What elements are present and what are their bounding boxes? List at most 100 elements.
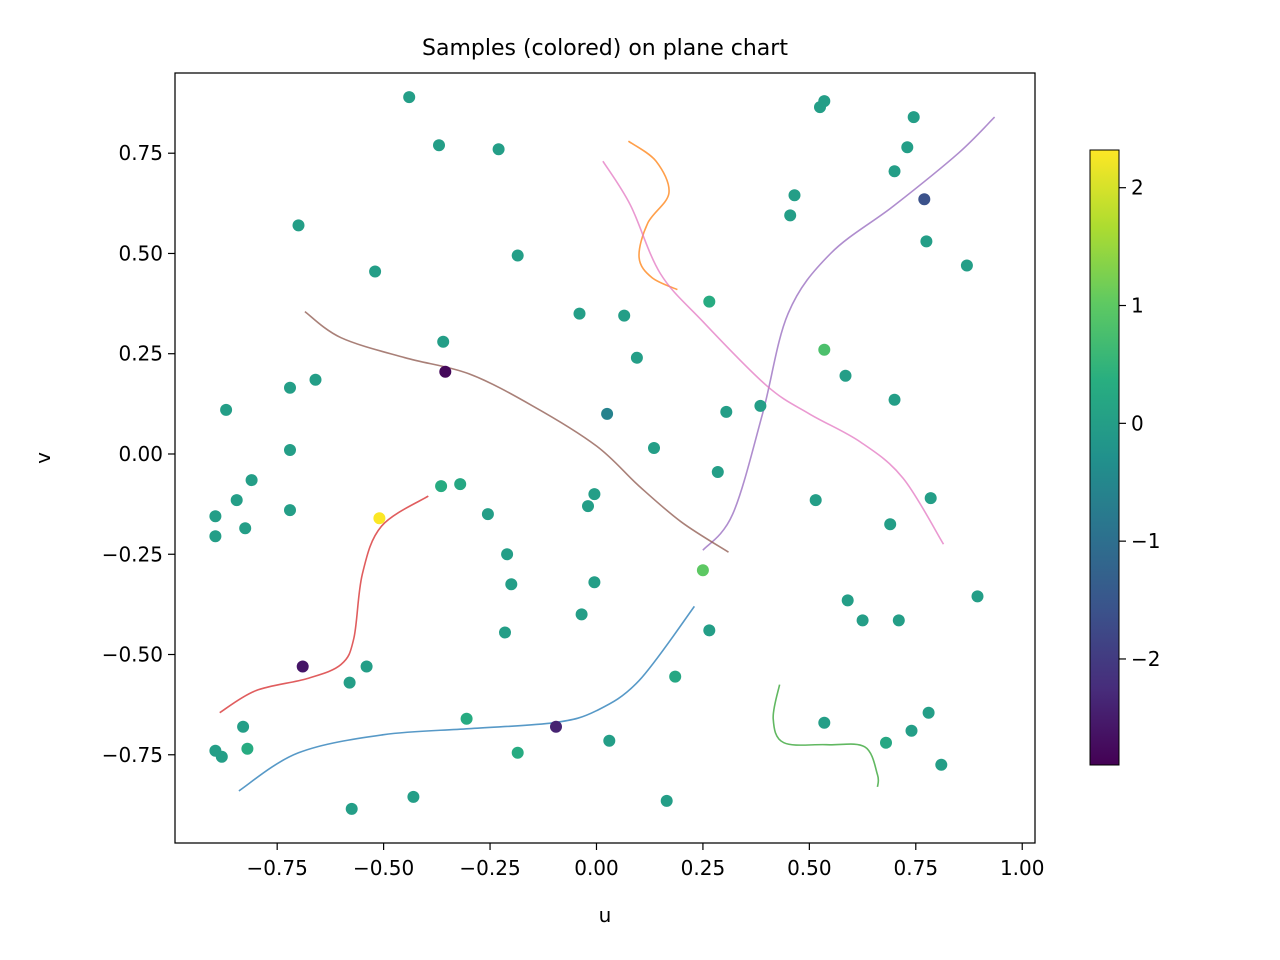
x-tick-label: 0.25 (681, 856, 726, 880)
scatter-point (884, 518, 897, 531)
scatter-point (215, 750, 228, 763)
scatter-point (373, 512, 386, 525)
scatter-point (892, 614, 905, 627)
y-tick-label: −0.25 (102, 542, 163, 566)
scatter-point (818, 716, 831, 729)
x-axis: −0.75 −0.50 −0.25 0.00 0.25 0.50 0.75 1.00 (247, 843, 1045, 880)
colorbar-tick-label: −2 (1131, 647, 1160, 671)
scatter-point (888, 393, 901, 406)
scatter-point (284, 444, 296, 456)
scatter-point (720, 405, 733, 418)
scatter-point (209, 510, 222, 523)
scatter-point (369, 265, 382, 278)
scatter-point (220, 403, 233, 416)
scatter-point (856, 614, 869, 627)
scatter-point (501, 548, 514, 561)
scatter-point (284, 504, 296, 517)
scatter-point (230, 494, 243, 507)
curve-green (772, 684, 880, 787)
y-tick-label: 0.50 (118, 241, 163, 265)
scatter-point (754, 399, 767, 412)
scatter-point (603, 734, 616, 747)
scatter-point (435, 480, 448, 493)
scatter-point (696, 564, 709, 577)
scatter-point (648, 442, 660, 454)
scatter-point (788, 189, 801, 202)
scatter-point (660, 794, 673, 807)
scatter-point (403, 91, 416, 104)
scatter-point (460, 712, 473, 725)
scatter-point (907, 111, 920, 124)
scatter-point (505, 578, 518, 591)
scatter-point (407, 790, 420, 803)
scatter-point (209, 530, 222, 543)
scatter-point (920, 235, 933, 248)
scatter-point (588, 576, 601, 589)
scatter-point (245, 474, 258, 487)
scatter-point (241, 742, 254, 755)
scatter-point (669, 670, 682, 683)
curve-brown (304, 310, 729, 553)
scatter-point (703, 624, 716, 637)
y-axis-label: v (31, 452, 55, 464)
y-tick-label: 0.25 (118, 342, 163, 366)
curve-purple (702, 116, 996, 551)
curve-orange (627, 140, 678, 291)
scatter-point (918, 193, 931, 206)
scatter-point (618, 309, 631, 322)
scatter-point (711, 466, 724, 478)
y-axis: 0.75 0.50 0.25 0.00 −0.25 −0.50 −0.75 (102, 141, 175, 767)
scatter-point (888, 165, 901, 178)
colorbar-tick-label: 0 (1131, 411, 1144, 435)
scatter-layer (209, 91, 984, 815)
curve-blue (238, 605, 696, 792)
x-tick-label: 0.75 (894, 856, 939, 880)
curve-red (219, 495, 429, 714)
x-tick-label: −0.50 (353, 856, 414, 880)
curve-pink (602, 160, 945, 545)
colorbar-tick-label: −1 (1131, 529, 1160, 553)
scatter-point (935, 758, 948, 771)
scatter-point (841, 594, 854, 607)
scatter-point (433, 139, 445, 152)
scatter-point (454, 478, 467, 491)
scatter-point (296, 660, 309, 673)
scatter-point (360, 660, 373, 673)
x-tick-label: −0.75 (247, 856, 308, 880)
scatter-point (905, 724, 918, 737)
scatter-point (284, 381, 296, 394)
scatter-point (960, 259, 973, 272)
scatter-point (573, 307, 586, 320)
x-tick-label: 0.00 (574, 856, 619, 880)
y-tick-label: −0.50 (102, 643, 163, 667)
colorbar-axis: 2 1 0 −1 −2 (1119, 176, 1160, 671)
scatter-point (818, 95, 831, 108)
scatter-point (481, 508, 494, 521)
scatter-point (439, 365, 452, 378)
scatter-point (499, 626, 511, 639)
scatter-point (237, 720, 250, 733)
x-tick-label: 0.50 (787, 856, 832, 880)
scatter-point (901, 141, 914, 154)
chart-title: Samples (colored) on plane chart (422, 36, 788, 61)
scatter-point (922, 706, 935, 719)
x-tick-label: 1.00 (1000, 856, 1045, 880)
scatter-point (511, 746, 524, 759)
scatter-point (575, 608, 588, 621)
scatter-point (924, 492, 937, 505)
scatter-point (239, 522, 252, 535)
scatter-point (703, 295, 716, 308)
scatter-point (511, 249, 524, 262)
y-tick-label: −0.75 (102, 743, 163, 767)
colorbar (1089, 149, 1120, 766)
scatter-point (809, 494, 822, 507)
y-tick-label: 0.00 (118, 442, 163, 466)
scatter-point (343, 676, 356, 689)
scatter-point (582, 500, 594, 513)
scatter-point (784, 209, 797, 222)
scatter-point (588, 488, 601, 501)
curve-layer (219, 116, 996, 792)
y-tick-label: 0.75 (118, 141, 163, 165)
plot-area-frame (174, 72, 1036, 844)
